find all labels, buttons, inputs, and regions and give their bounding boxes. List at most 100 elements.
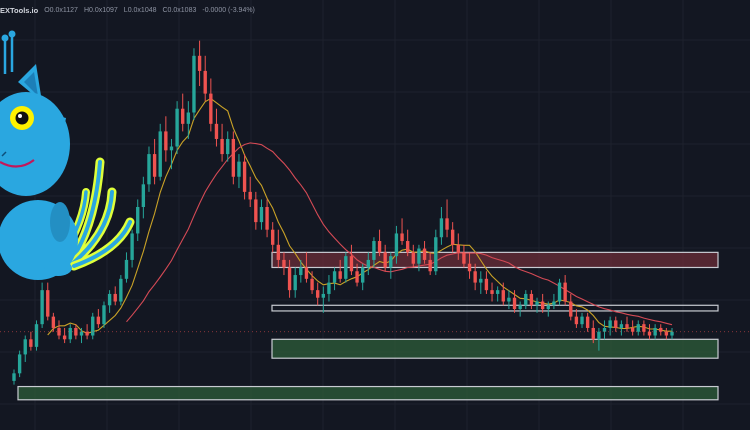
candle-body	[490, 290, 494, 294]
candle	[647, 324, 652, 340]
candle-body	[636, 324, 640, 332]
candle	[495, 286, 500, 302]
candle-body	[574, 316, 579, 325]
candle	[360, 263, 365, 291]
candle-body	[614, 320, 618, 328]
candle	[501, 282, 505, 306]
candle	[400, 218, 404, 245]
candle-body	[360, 267, 365, 283]
low-value: L0.0x1048	[123, 7, 157, 14]
candle	[242, 154, 247, 200]
candle	[96, 309, 101, 328]
candle-body	[248, 191, 252, 200]
candle-body	[74, 327, 78, 336]
candle	[512, 290, 517, 313]
candle	[181, 93, 185, 132]
open-value: O0.0x1127	[44, 7, 78, 14]
candle	[670, 327, 674, 340]
candle-body	[664, 331, 669, 336]
candle	[17, 350, 22, 378]
candle	[389, 252, 393, 279]
resistance-line-zone	[271, 304, 719, 312]
candle-body	[332, 271, 337, 283]
candle-body	[529, 293, 534, 306]
candle	[220, 123, 224, 162]
candle	[113, 286, 117, 306]
candle	[344, 252, 348, 283]
candle	[85, 324, 89, 340]
candle	[23, 335, 27, 362]
resistance-zone	[271, 251, 719, 269]
candle	[12, 369, 16, 385]
candle-body	[254, 199, 258, 223]
candle	[602, 320, 607, 340]
candle	[552, 293, 556, 310]
candle-body	[276, 244, 281, 260]
candle	[569, 293, 573, 321]
candle-body	[540, 301, 545, 310]
candle	[366, 252, 370, 276]
candle-body	[462, 252, 466, 264]
candle-body	[434, 237, 438, 272]
candle-body	[242, 161, 247, 192]
candle	[209, 78, 213, 132]
candle	[141, 176, 146, 219]
candle	[192, 48, 196, 121]
candle	[265, 199, 269, 238]
candle-body	[158, 131, 162, 177]
candle	[321, 286, 326, 313]
candle-body	[585, 316, 590, 328]
candle-body	[344, 256, 348, 279]
candle-body	[197, 55, 202, 71]
candle	[169, 138, 174, 170]
candle-body	[186, 112, 191, 124]
candle	[636, 320, 640, 336]
candle-body	[85, 331, 89, 336]
candle	[299, 259, 303, 283]
candle	[383, 244, 387, 272]
close-value: C0.0x1083	[162, 7, 197, 14]
candle-body	[400, 233, 404, 242]
candle-body	[422, 248, 427, 260]
candle-body	[467, 263, 472, 272]
candle-body	[175, 108, 179, 147]
candle-body	[501, 290, 505, 302]
candle	[580, 312, 584, 328]
candle-body	[563, 282, 567, 302]
candle-body	[405, 241, 410, 253]
candle	[417, 244, 421, 272]
candle-body	[630, 327, 635, 332]
candle-body	[349, 256, 354, 272]
candle	[248, 176, 252, 207]
candle-body	[152, 154, 157, 177]
candle-body	[181, 108, 185, 124]
candle	[79, 327, 84, 344]
brand-label: EXTools.io	[0, 6, 39, 15]
candle-body	[46, 290, 50, 317]
candle	[51, 312, 56, 332]
candle	[254, 191, 258, 230]
candle-body	[473, 271, 477, 283]
candle-body	[450, 229, 455, 245]
candle-body	[68, 327, 72, 340]
candle	[563, 275, 567, 306]
candle	[608, 316, 612, 336]
support-zone-lower	[17, 385, 719, 401]
candle	[164, 116, 168, 162]
candle	[74, 324, 78, 340]
candle-body	[653, 327, 657, 336]
candle	[518, 301, 522, 317]
moving-average-7	[47, 97, 672, 336]
candle	[614, 316, 618, 332]
support-zone-upper	[271, 338, 719, 359]
candle-body	[372, 241, 376, 260]
candle	[355, 263, 359, 287]
candle	[203, 55, 207, 102]
candle-body	[417, 248, 421, 264]
candle-body	[642, 324, 646, 332]
candle	[91, 312, 95, 340]
candle-body	[293, 275, 297, 291]
candle	[422, 241, 427, 264]
candle	[439, 207, 444, 245]
